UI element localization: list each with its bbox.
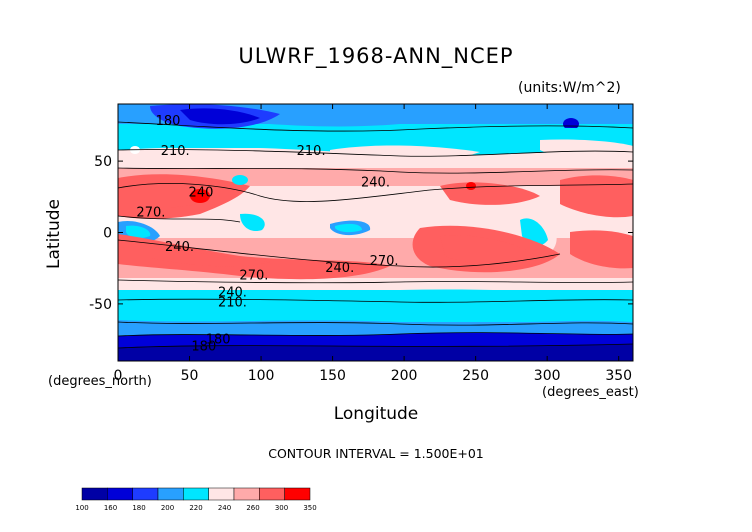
contour-label: 240 [189, 186, 214, 201]
x-tick-label: 50 [181, 368, 199, 384]
colorbar-tick-label: 350 [303, 504, 316, 512]
colorbar-swatch [81, 487, 108, 501]
colorbar-tick-label: 240 [218, 504, 231, 512]
y-tick-label: -50 [89, 297, 112, 313]
colorbar-swatch [183, 487, 209, 501]
contour-label: 270. [239, 268, 268, 283]
contour-label: 240. [218, 285, 247, 300]
contour-label: 270. [136, 206, 165, 221]
y-axis-units: (degrees_north) [48, 374, 152, 389]
x-tick-label: 350 [605, 368, 632, 384]
contour-label: 210. [161, 144, 190, 159]
colorbar-tick-label: 160 [104, 504, 117, 512]
x-tick-label: 150 [319, 368, 346, 384]
contour-label: 210. [297, 144, 326, 159]
x-axis-label: Longitude [333, 404, 419, 424]
x-tick-label: 0 [114, 368, 123, 384]
contour-label: 240. [325, 261, 354, 276]
colorbar-swatch [208, 487, 235, 501]
colorbar-tick-label: 200 [161, 504, 174, 512]
contour-label: 240. [165, 240, 194, 255]
x-tick-label: 300 [534, 368, 561, 384]
y-tick-label: 0 [103, 226, 112, 242]
contour-lines [118, 121, 633, 349]
x-tick-label: 200 [391, 368, 418, 384]
colorbar-swatch [132, 487, 159, 501]
axis-tick-layer: 0 50 100 150 200 250 300 350 -50 0 50 [89, 104, 633, 384]
colorbar-swatch [259, 487, 285, 501]
colorbar-swatch [233, 487, 260, 501]
contour-label: 180 [156, 114, 181, 129]
colorbar-tick-label: 300 [275, 504, 288, 512]
colorbar-tick-label: 260 [246, 504, 259, 512]
colorbar-swatch [157, 487, 184, 501]
colorbar-tick-label: 100 [75, 504, 88, 512]
units-label: (units:W/m^2) [518, 80, 621, 96]
colorbar-tick-label: 220 [189, 504, 202, 512]
colorbar-swatch [107, 487, 133, 501]
contour-interval-label: CONTOUR INTERVAL = 1.500E+01 [268, 446, 484, 461]
y-tick-label: 50 [94, 154, 112, 170]
x-tick-label: 100 [248, 368, 275, 384]
x-tick-label: 250 [462, 368, 489, 384]
x-axis-units: (degrees_east) [542, 385, 639, 400]
contour-label: 210. [218, 295, 247, 310]
contour-fill-field [118, 104, 633, 361]
contour-label: 240. [361, 176, 390, 191]
colorbar-tick-label: 180 [132, 504, 145, 512]
chart-title: ULWRF_1968-ANN_NCEP [238, 44, 514, 68]
contour-label: 180 [206, 333, 231, 348]
colorbar: 100 160 180 200 220 240 260 300 350 [75, 487, 317, 512]
colorbar-swatch [284, 487, 311, 501]
contour-label: 270. [370, 254, 399, 269]
contour-label: 180 [191, 340, 216, 355]
